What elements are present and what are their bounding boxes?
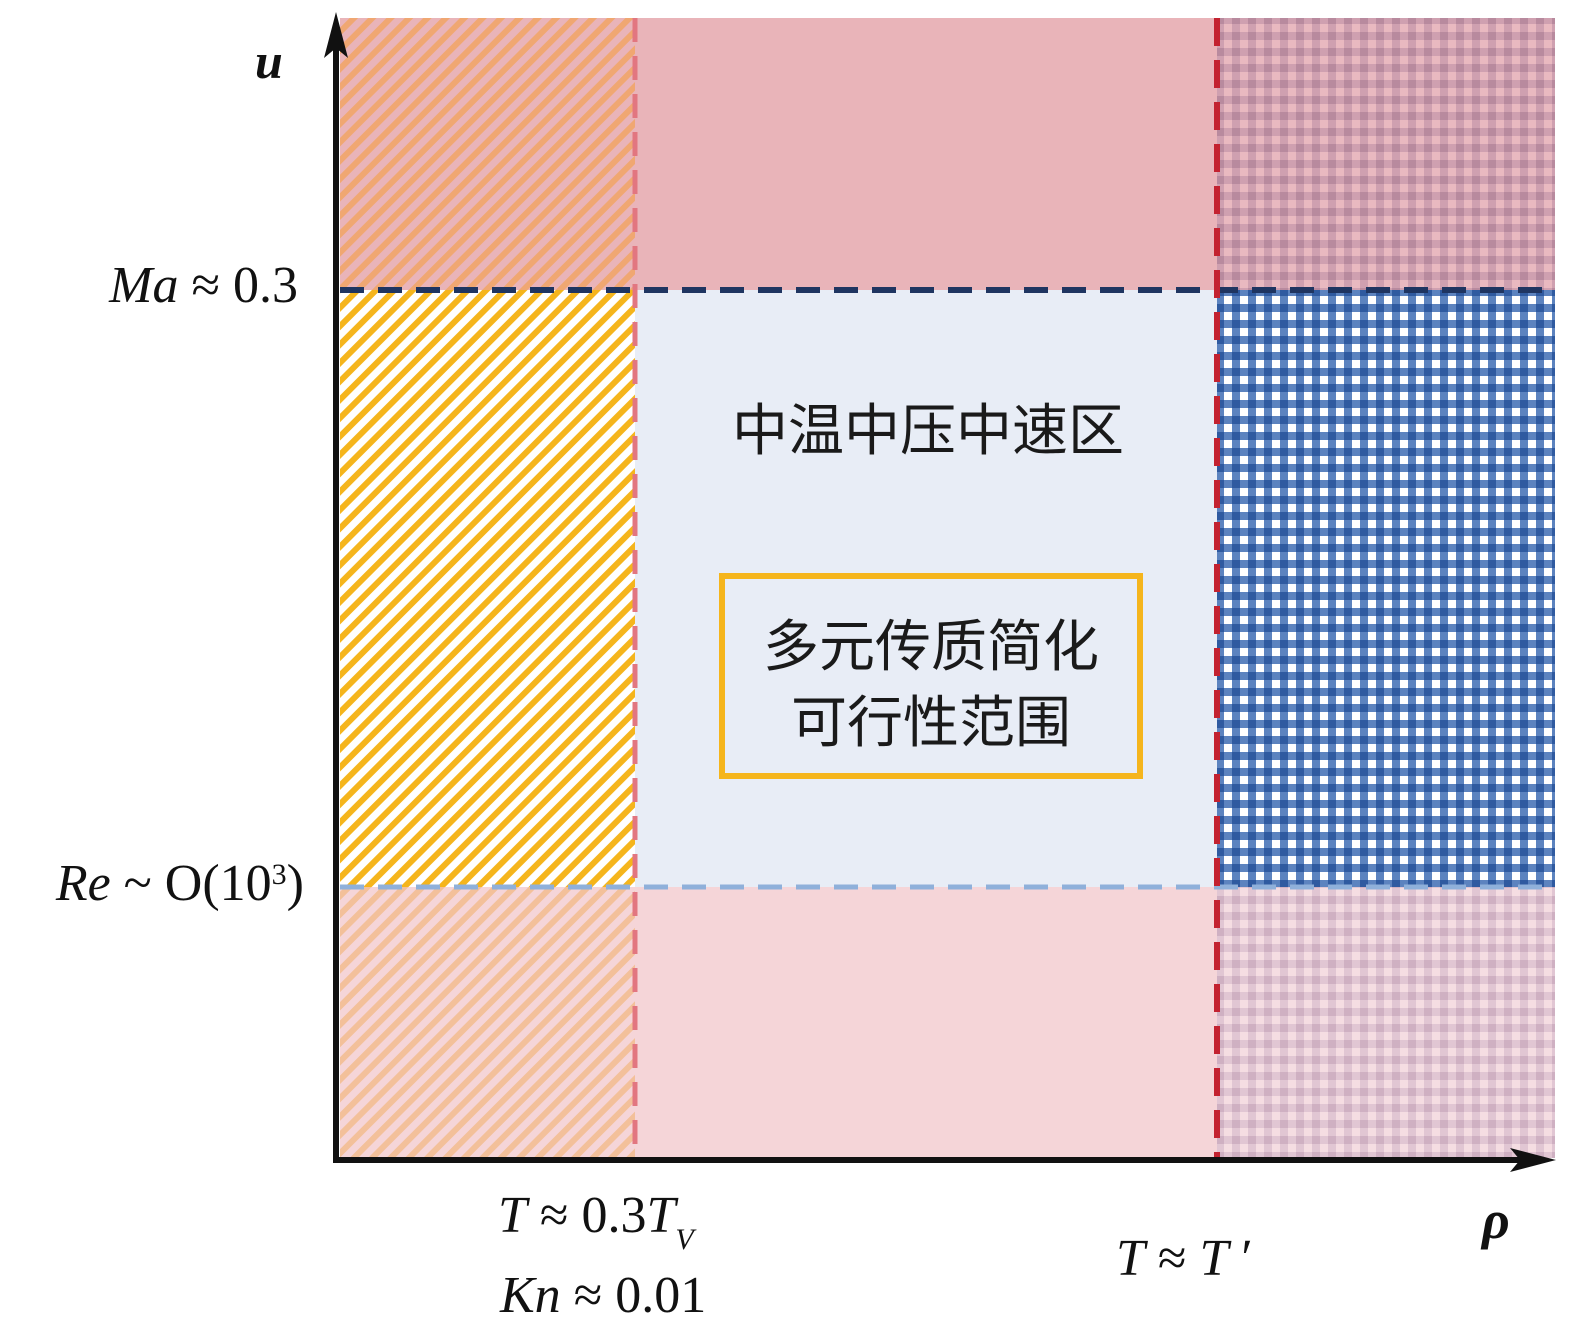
region-bottom-right [1217, 887, 1555, 1158]
region-bottom-middle [635, 887, 1217, 1158]
region-bottom-left [340, 887, 635, 1158]
x-axis-label: ρ [1480, 1190, 1510, 1250]
region-center [635, 290, 1217, 887]
axes [324, 12, 1556, 1172]
x-axis-arrow [1510, 1148, 1556, 1172]
feasibility-box-line1: 多元传质简化 [763, 615, 1099, 680]
region-top-right [1217, 18, 1555, 290]
feasibility-box [719, 573, 1143, 779]
feasibility-box-line2: 可行性范围 [791, 691, 1071, 756]
t-tv-threshold-label: T ≈ 0.3TV [498, 1187, 697, 1256]
region-top-middle [635, 18, 1217, 290]
ma-threshold-label: Ma ≈ 0.3 [108, 257, 298, 314]
region-mid-left [340, 290, 635, 887]
kn-threshold-label: Kn ≈ 0.01 [499, 1267, 706, 1324]
y-axis-label: u [255, 33, 283, 89]
re-threshold-label: Re ~ O(103) [55, 855, 304, 912]
threshold-lines [340, 18, 1555, 1158]
y-axis-arrow [324, 12, 348, 58]
t-prime-threshold-label: T ≈ T ′ [1116, 1230, 1253, 1287]
center-region-title: 中温中压中速区 [732, 399, 1124, 464]
region-top-left [340, 18, 635, 290]
region-mid-right [1217, 290, 1555, 887]
regions [340, 18, 1555, 1158]
